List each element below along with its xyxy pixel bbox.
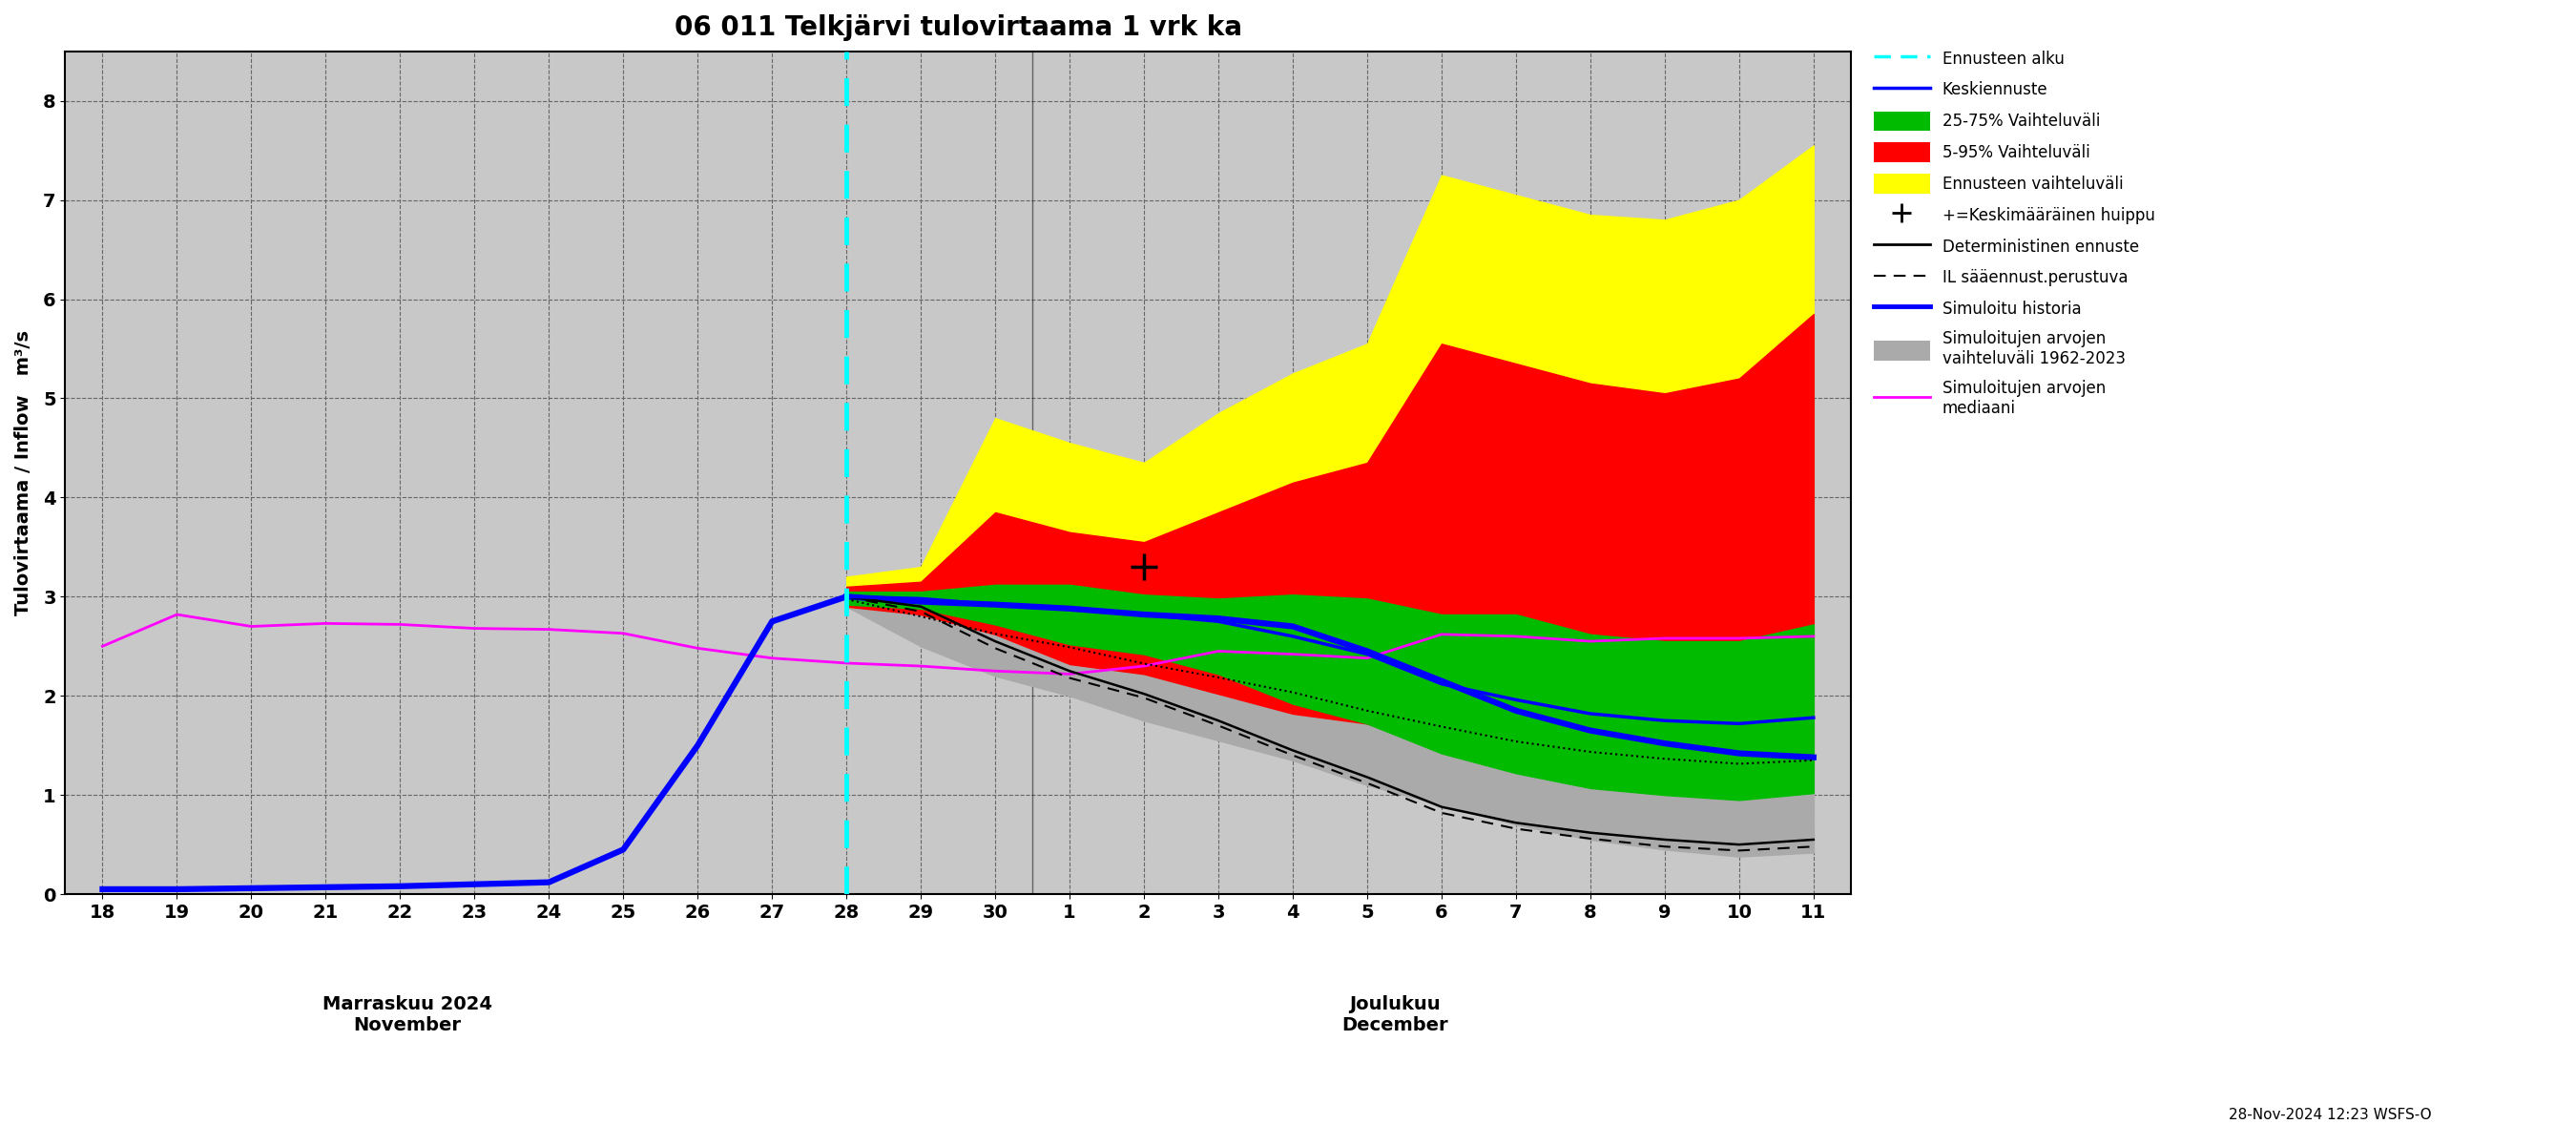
Text: Joulukuu
December: Joulukuu December	[1342, 995, 1448, 1034]
Text: 28-Nov-2024 12:23 WSFS-O: 28-Nov-2024 12:23 WSFS-O	[2228, 1108, 2432, 1122]
Text: Marraskuu 2024
November: Marraskuu 2024 November	[322, 995, 492, 1034]
Legend: Ennusteen alku, Keskiennuste, 25-75% Vaihteluväli, 5-95% Vaihteluväli, Ennusteen: Ennusteen alku, Keskiennuste, 25-75% Vai…	[1868, 42, 2161, 423]
Title: 06 011 Telkjärvi tulovirtaama 1 vrk ka: 06 011 Telkjärvi tulovirtaama 1 vrk ka	[675, 14, 1242, 41]
Y-axis label: Tulovirtaama / Inflow   m³/s: Tulovirtaama / Inflow m³/s	[15, 330, 33, 615]
